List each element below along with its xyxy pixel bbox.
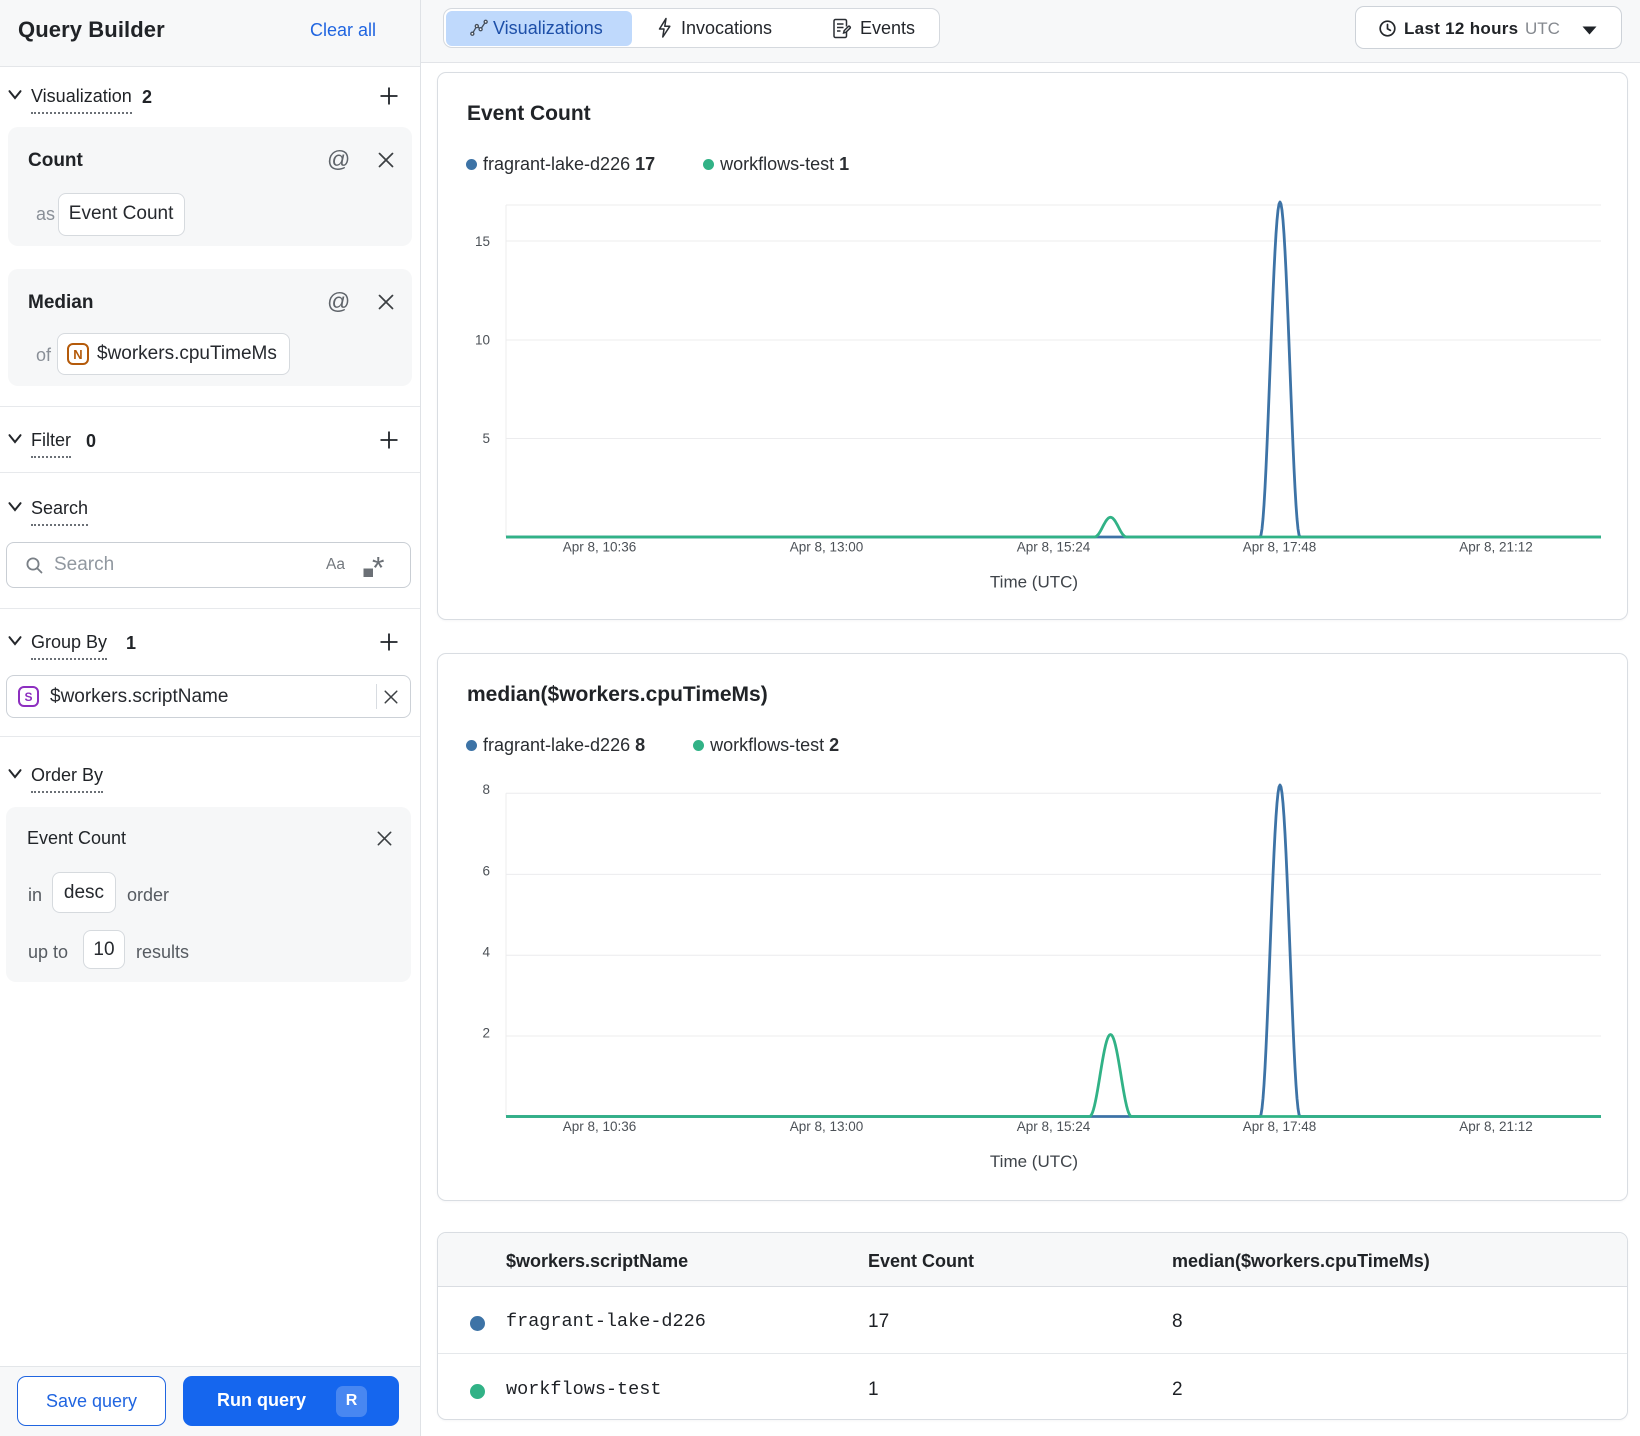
svg-text:15: 15 (475, 234, 490, 249)
svg-text:Apr 8, 17:48: Apr 8, 17:48 (1243, 1119, 1317, 1134)
svg-text:Apr 8, 17:48: Apr 8, 17:48 (1243, 540, 1317, 555)
svg-text:Apr 8, 21:12: Apr 8, 21:12 (1459, 540, 1533, 555)
svg-text:2: 2 (482, 1026, 490, 1041)
svg-text:8: 8 (482, 782, 490, 797)
svg-text:Apr 8, 13:00: Apr 8, 13:00 (790, 540, 864, 555)
svg-text:6: 6 (482, 864, 490, 879)
svg-text:Apr 8, 21:12: Apr 8, 21:12 (1459, 1119, 1533, 1134)
svg-text:Apr 8, 15:24: Apr 8, 15:24 (1017, 1119, 1091, 1134)
svg-text:10: 10 (475, 333, 490, 348)
svg-text:Apr 8, 10:36: Apr 8, 10:36 (563, 540, 637, 555)
svg-text:Apr 8, 15:24: Apr 8, 15:24 (1017, 540, 1091, 555)
svg-text:5: 5 (482, 431, 490, 446)
svg-text:Time (UTC): Time (UTC) (990, 573, 1078, 592)
svg-text:Apr 8, 10:36: Apr 8, 10:36 (563, 1119, 637, 1134)
svg-text:*: * (372, 557, 384, 580)
svg-text:Time (UTC): Time (UTC) (990, 1152, 1078, 1171)
svg-text:4: 4 (482, 945, 490, 960)
svg-text:Apr 8, 13:00: Apr 8, 13:00 (790, 1119, 864, 1134)
